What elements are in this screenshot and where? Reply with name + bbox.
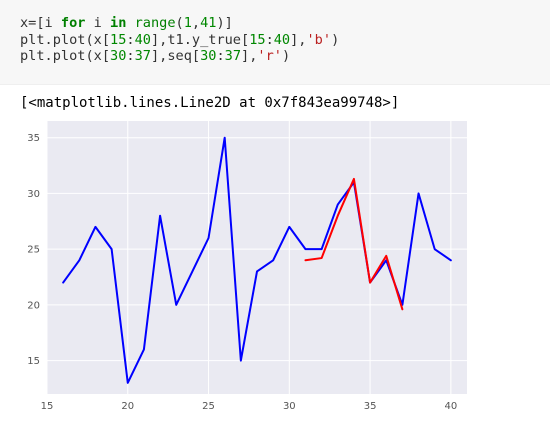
code-token: )] (216, 15, 233, 31)
y-grid-lines (47, 137, 467, 362)
y-tick-labels: 15 20 25 30 35 (27, 133, 40, 367)
code-token: x=[i (20, 15, 61, 31)
code-token: 15 (110, 31, 127, 48)
y-tick-label: 15 (27, 356, 40, 367)
code-token: range (134, 15, 176, 31)
code-token: 40 (273, 31, 291, 48)
code-token: 'r' (257, 48, 282, 64)
y-tick-label: 30 (27, 189, 40, 200)
code-line: plt.plot(x[15:40],t1.y_true[15:40],'b') (20, 32, 339, 49)
code-token (126, 15, 134, 31)
code-line: plt.plot(x[30:37],seq[30:37],'r') (20, 48, 339, 65)
code-token: : (126, 31, 135, 48)
code-token: ], (290, 31, 307, 48)
x-grid-lines (46, 121, 452, 394)
code-token: ( (175, 15, 184, 31)
code-line: x=[i for i in range(1,41)] (20, 15, 339, 32)
code-editor[interactable]: x=[i for i in range(1,41)] plt.plot(x[15:… (20, 15, 339, 65)
red-series-line (304, 177, 404, 311)
x-tick-labels: 15 20 25 30 35 40 (41, 401, 458, 412)
code-token: , (191, 15, 201, 31)
code-token: ],seq[ (150, 48, 201, 64)
code-token: for (60, 15, 86, 31)
x-tick-label: 25 (202, 401, 215, 412)
code-token: 37 (224, 48, 242, 64)
blue-series-line (62, 136, 452, 384)
x-tick-label: 30 (283, 401, 296, 412)
y-tick-label: 35 (27, 133, 40, 144)
x-tick-label: 40 (444, 401, 457, 412)
plot-area (47, 121, 467, 394)
code-token: 30 (110, 48, 127, 64)
code-token: 15 (249, 31, 266, 48)
code-token: : (216, 48, 225, 64)
code-token: plt.plot(x[ (20, 31, 111, 48)
x-tick-label: 35 (364, 401, 377, 412)
y-tick-label: 25 (27, 245, 40, 256)
code-token: ) (281, 48, 291, 64)
x-tick-label: 20 (121, 401, 134, 412)
code-token: ], (241, 48, 258, 64)
code-token: 37 (134, 48, 151, 64)
code-token: i (85, 15, 111, 31)
y-tick-label: 20 (27, 300, 40, 311)
code-token: 40 (134, 31, 151, 48)
code-token: plt.plot(x[ (20, 48, 111, 64)
series-lines (62, 136, 452, 384)
code-token: : (265, 31, 274, 48)
code-token: in (110, 15, 127, 31)
code-token: 1 (183, 15, 192, 31)
code-token: ) (331, 31, 340, 48)
x-tick-label: 15 (41, 401, 54, 412)
code-token: 'b' (306, 31, 332, 48)
code-token: 41 (200, 15, 217, 31)
cell-output-text: [<matplotlib.lines.Line2D at 0x7f843ea99… (20, 95, 400, 111)
code-token: ],t1.y_true[ (150, 31, 250, 48)
code-cell[interactable]: x=[i for i in range(1,41)] plt.plot(x[15:… (0, 0, 550, 85)
code-token: 30 (200, 48, 217, 64)
line-plot: 15 20 25 30 35 15 20 25 30 35 40 (27, 121, 467, 412)
code-token: : (126, 48, 135, 64)
